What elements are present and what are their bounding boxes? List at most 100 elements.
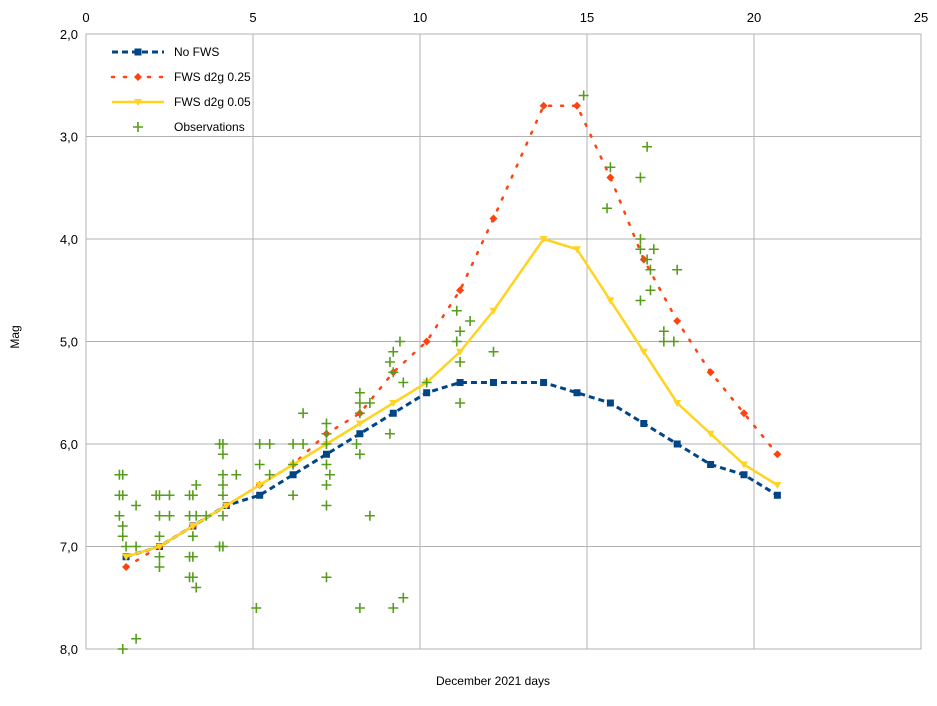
legend-label: No FWS — [174, 45, 219, 59]
data-point — [321, 459, 332, 470]
data-point — [251, 603, 262, 613]
data-point — [389, 400, 398, 407]
data-point — [602, 203, 613, 214]
data-point — [388, 603, 399, 613]
y-tick-label: 6,0 — [60, 437, 78, 452]
data-point — [422, 337, 431, 346]
data-point — [131, 500, 142, 511]
data-point — [389, 409, 397, 417]
data-point — [264, 469, 275, 480]
data-point — [572, 246, 581, 254]
data-point — [645, 264, 656, 275]
data-point — [354, 449, 365, 460]
data-point — [398, 377, 409, 388]
data-point — [398, 592, 409, 603]
y-tick-label: 4,0 — [60, 232, 78, 247]
data-point — [354, 603, 365, 613]
data-point — [384, 357, 395, 367]
data-point — [605, 162, 616, 173]
data-point — [289, 471, 297, 479]
data-point — [298, 408, 309, 419]
data-point — [217, 480, 228, 490]
series-line — [124, 104, 779, 569]
data-point — [364, 510, 375, 521]
data-point — [451, 305, 462, 316]
series-fws-d2g-0-05 — [122, 236, 782, 561]
data-point — [740, 471, 748, 479]
y-tick-labels: 2,0 3,0 4,0 5,0 6,0 7,0 8,0 — [60, 27, 78, 657]
data-point — [489, 214, 498, 223]
data-point — [187, 572, 198, 583]
data-point — [455, 326, 466, 337]
data-point — [456, 348, 465, 356]
data-point — [154, 510, 165, 521]
data-point — [321, 439, 332, 449]
y-tick-label: 7,0 — [60, 540, 78, 555]
data-point — [321, 428, 332, 439]
series-fws-d2g-0-25 — [122, 101, 782, 571]
legend-entry: No FWS — [112, 45, 219, 59]
data-point — [356, 430, 364, 438]
data-point — [635, 234, 646, 244]
x-axis-label: December 2021 days — [436, 674, 550, 688]
x-tick-labels: 0 5 10 15 20 25 — [82, 10, 928, 25]
legend-entry: Observations — [133, 120, 245, 134]
data-point — [645, 285, 656, 296]
data-point — [231, 469, 242, 480]
data-point — [121, 541, 132, 552]
data-point — [256, 491, 264, 499]
series-line — [125, 237, 779, 558]
data-point — [606, 399, 614, 407]
series-observations — [114, 90, 683, 654]
data-point — [217, 449, 228, 460]
data-point — [423, 389, 431, 397]
y-tick-label: 3,0 — [60, 130, 78, 145]
data-point — [456, 379, 464, 386]
data-point — [673, 400, 682, 407]
data-point — [606, 173, 615, 182]
data-point — [154, 490, 165, 501]
x-tick-label: 10 — [413, 10, 427, 25]
data-point — [635, 295, 646, 306]
data-point — [288, 439, 299, 449]
data-point — [288, 459, 299, 470]
data-point — [640, 420, 648, 427]
data-point — [540, 379, 548, 386]
data-point — [122, 563, 131, 571]
data-point — [255, 482, 264, 489]
data-point — [155, 543, 164, 551]
data-point — [217, 490, 228, 501]
legend-entry: FWS d2g 0.25 — [110, 70, 251, 84]
data-point — [354, 398, 365, 408]
data-point — [364, 398, 375, 408]
data-point — [217, 541, 228, 552]
data-point — [394, 336, 405, 347]
data-point — [321, 500, 332, 511]
legend-marker — [134, 73, 142, 81]
data-point — [706, 368, 715, 377]
data-point — [539, 101, 548, 110]
data-point — [488, 346, 499, 357]
data-point — [217, 510, 228, 521]
y-tick-label: 8,0 — [60, 642, 78, 657]
data-point — [264, 439, 275, 449]
data-point — [455, 398, 466, 408]
data-point — [122, 553, 131, 561]
data-point — [321, 418, 332, 429]
data-point — [254, 459, 265, 470]
data-point — [773, 482, 782, 489]
data-point — [188, 523, 197, 530]
data-point — [635, 244, 646, 255]
x-tick-label: 0 — [82, 10, 89, 25]
data-point — [354, 387, 365, 398]
data-point — [456, 286, 465, 295]
data-point — [572, 101, 581, 110]
data-point — [201, 510, 212, 521]
data-point — [114, 510, 125, 521]
data-point — [191, 582, 202, 593]
data-point — [421, 377, 432, 388]
data-point — [117, 531, 128, 542]
data-point — [668, 336, 679, 347]
y-axis-label: Mag — [8, 325, 22, 348]
